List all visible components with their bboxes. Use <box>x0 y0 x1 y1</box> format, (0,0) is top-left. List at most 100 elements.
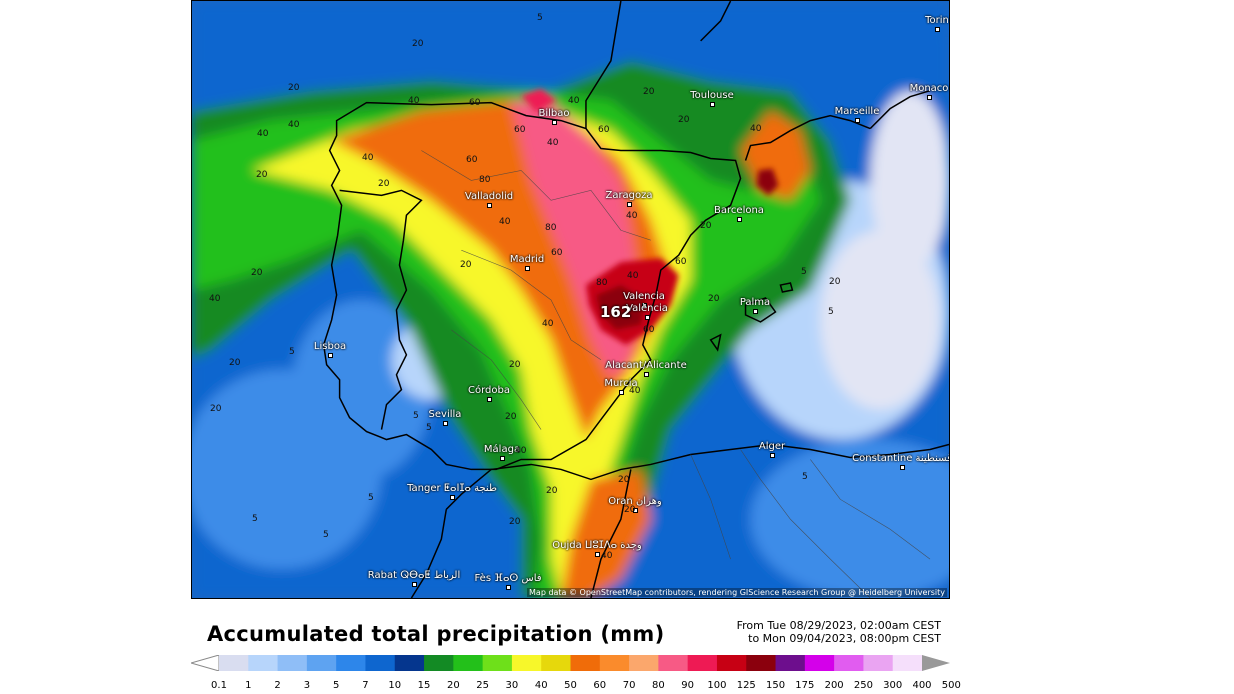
city-label: Alger <box>758 441 786 452</box>
city-marker <box>753 309 758 314</box>
legend-tick-label: 25 <box>476 680 489 691</box>
contour-label: 20 <box>546 486 558 496</box>
contour-label: 20 <box>618 475 630 485</box>
contour-label: 60 <box>514 125 526 135</box>
legend-swatch <box>336 655 366 671</box>
contour-label: 40 <box>362 153 374 163</box>
contour-label: 40 <box>750 124 762 134</box>
contour-label: 40 <box>499 217 511 227</box>
legend-tick-label: 90 <box>681 680 695 691</box>
contour-label: 20 <box>460 260 472 270</box>
legend-swatch <box>599 655 630 671</box>
city-label: Alacant/Alicante <box>605 360 687 371</box>
city-label: Barcelona <box>714 205 764 216</box>
legend-swatch <box>658 655 689 671</box>
city-label: Valencia <box>623 291 665 302</box>
city-marker <box>855 118 860 123</box>
city-label: Málaga <box>483 444 521 455</box>
legend-tick-label: 200 <box>824 680 844 691</box>
legend-swatch <box>775 655 806 671</box>
contour-label: 20 <box>509 517 521 527</box>
chart-title: Accumulated total precipitation (mm) <box>207 622 665 646</box>
contour-label: 5 <box>289 347 295 357</box>
city-label: Zaragoza <box>605 190 653 201</box>
contour-label: 40 <box>629 386 641 396</box>
legend-tick-label: 125 <box>736 680 756 691</box>
legend-tick-label: 40 <box>534 680 548 691</box>
legend-tick-label: 70 <box>622 680 636 691</box>
city-label: Sevilla <box>428 409 462 420</box>
legend-swatch <box>716 655 747 671</box>
contour-label: 40 <box>209 294 221 304</box>
city-marker <box>642 303 647 308</box>
contour-label: 5 <box>252 514 258 524</box>
contour-label: 80 <box>596 278 608 288</box>
city-label: Fès ⴼⴰⵙ فاس <box>474 573 542 584</box>
city-label: Monaco <box>909 83 949 94</box>
legend-swatch <box>570 655 601 671</box>
map-attribution: Map data © OpenStreetMap contributors, r… <box>527 588 947 597</box>
city-marker <box>710 102 715 107</box>
legend-tick-label: 250 <box>853 680 873 691</box>
city-label: Oujda ⵡⵓⵊⴷⴰ وجدة <box>552 540 642 551</box>
legend-tick-label: 7 <box>362 680 369 691</box>
contour-label: 20 <box>210 404 222 414</box>
city-marker <box>328 353 333 358</box>
city-marker <box>619 390 624 395</box>
city-label: Murcia <box>604 378 638 389</box>
legend-swatch <box>365 655 396 671</box>
time-range-start: From Tue 08/29/2023, 02:00am CEST <box>736 619 941 632</box>
city-marker <box>633 508 638 513</box>
legend-swatch <box>248 655 279 671</box>
city-marker <box>770 453 775 458</box>
legend-swatch <box>453 655 484 671</box>
contour-label: 20 <box>678 115 690 125</box>
precipitation-map[interactable]: Torin Monaco Toulouse Marseille Bilbao Zarago… <box>191 0 950 599</box>
contour-label: 40 <box>601 551 613 561</box>
contour-label: 40 <box>542 319 554 329</box>
contour-label: 20 <box>505 412 517 422</box>
legend-swatch <box>892 655 923 671</box>
contour-label: 20 <box>624 505 636 515</box>
city-label: Madrid <box>509 254 545 265</box>
city-label: Toulouse <box>690 90 734 101</box>
city-marker <box>552 120 557 125</box>
legend-tick-label: 0.1 <box>211 680 227 691</box>
contour-label: 80 <box>479 175 491 185</box>
city-marker <box>935 27 940 32</box>
city-marker <box>525 266 530 271</box>
contour-label: 60 <box>643 325 655 335</box>
contour-label: 5 <box>537 13 543 23</box>
legend-tick-label: 150 <box>765 680 786 691</box>
legend-tick-label: 10 <box>388 680 402 691</box>
city-marker <box>595 552 600 557</box>
legend-swatch <box>482 655 513 671</box>
contour-label: 40 <box>257 129 269 139</box>
city-label: Córdoba <box>468 385 510 396</box>
contour-label: 5 <box>426 423 432 433</box>
legend-tick-label: 15 <box>417 680 431 691</box>
city-label: Oran وهران <box>608 496 662 507</box>
legend-swatch <box>219 655 249 671</box>
legend-tick-label: 1 <box>245 680 252 691</box>
contour-label: 40 <box>408 96 420 106</box>
contour-label: 60 <box>598 125 610 135</box>
city-label: Palma <box>739 297 771 308</box>
contour-label: 60 <box>551 248 563 258</box>
city-marker <box>500 456 505 461</box>
contour-label: 20 <box>378 179 390 189</box>
legend-swatch <box>629 655 659 671</box>
legend-tick-label: 2 <box>274 680 281 691</box>
legend-swatch <box>746 655 777 671</box>
city-label: Bilbao <box>538 108 570 119</box>
contour-label: 40 <box>288 120 300 130</box>
contour-label: 40 <box>626 211 638 221</box>
contour-label: 5 <box>801 267 807 277</box>
contour-label: 20 <box>829 277 841 287</box>
legend-swatch <box>306 655 337 671</box>
city-label: València <box>626 303 668 314</box>
contour-label: 20 <box>708 294 720 304</box>
city-label: Constantine قسنطينة <box>852 453 950 464</box>
legend-swatch <box>863 655 894 671</box>
city-marker <box>645 315 650 320</box>
